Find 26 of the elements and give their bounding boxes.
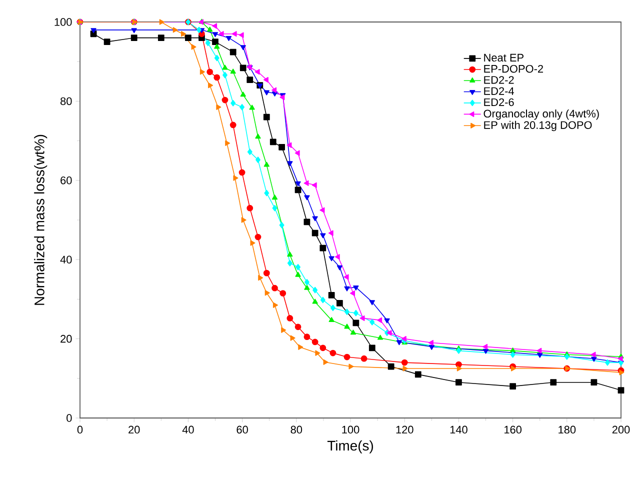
y-tick-label: 80	[60, 97, 72, 106]
x-tick-label: 0	[77, 426, 83, 434]
x-tick-label: 40	[182, 426, 194, 434]
y-tick-label: 60	[60, 176, 72, 184]
x-tick-label: 80	[290, 426, 302, 434]
x-tick-label: 120	[396, 426, 414, 434]
legend-label: Neat EP	[484, 54, 524, 62]
y-tick-label: 0	[66, 414, 72, 422]
x-tick-label: 160	[504, 426, 522, 434]
y-tick-label: 40	[60, 256, 72, 264]
x-tick-label: 20	[128, 426, 140, 434]
x-tick-label: 200	[612, 426, 630, 434]
legend-label: EP with 20.13g DOPO	[484, 120, 592, 132]
legend-label: EP-DOPO-2	[484, 64, 543, 73]
legend-label: ED2-2	[484, 76, 514, 84]
legend-label: ED2-6	[484, 98, 514, 106]
x-tick-label: 140	[450, 426, 468, 434]
legend-label: ED2-4	[484, 87, 514, 95]
y-axis-title: Normalized mass loss(wt%)	[34, 134, 48, 305]
x-axis-title: Time(s)	[327, 440, 374, 454]
x-tick-label: 60	[236, 426, 248, 434]
x-tick-label: 180	[558, 426, 576, 434]
legend-label: Organoclay only (4wt%)	[484, 109, 599, 120]
y-tick-label: 100	[54, 18, 72, 26]
y-tick-label: 20	[60, 334, 72, 343]
x-tick-label: 100	[342, 426, 360, 434]
